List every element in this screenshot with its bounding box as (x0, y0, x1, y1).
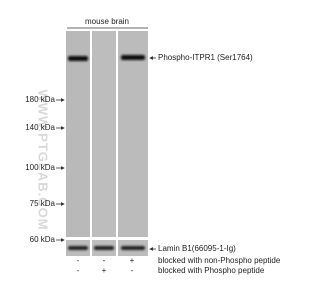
lane-sign: - (77, 266, 80, 275)
condition-label: blocked with non-Phospho peptide (158, 256, 281, 265)
band (121, 55, 145, 60)
lane (66, 31, 90, 237)
band (68, 56, 88, 61)
lane-sign: + (130, 256, 135, 265)
lane-sign: - (103, 256, 106, 265)
blot-lanes (66, 31, 148, 256)
marker-label: 140 kDa (25, 123, 55, 132)
band (121, 246, 145, 250)
condition-label: blocked with Phospho peptide (158, 266, 265, 275)
lane-sign: + (102, 266, 107, 275)
control-label: Lamin B1(66095-1-Ig) (158, 244, 236, 253)
western-blot-figure: mouse brain WWW.PTGLAB.COM 180 kDa 140 kD… (0, 0, 284, 289)
sample-label: mouse brain (85, 17, 129, 26)
marker-label: 100 kDa (25, 163, 55, 172)
marker-label: 60 kDa (30, 235, 56, 244)
marker-label: 75 kDa (30, 199, 56, 208)
lane (118, 31, 148, 237)
target-label: Phospho-ITPR1 (Ser1764) (158, 53, 253, 62)
band (94, 246, 114, 250)
lane-sign: - (131, 266, 134, 275)
band (68, 246, 88, 250)
lane (92, 31, 116, 237)
lane-sign: - (77, 256, 80, 265)
watermark: WWW.PTGLAB.COM (36, 89, 51, 230)
marker-label: 180 kDa (25, 95, 55, 104)
